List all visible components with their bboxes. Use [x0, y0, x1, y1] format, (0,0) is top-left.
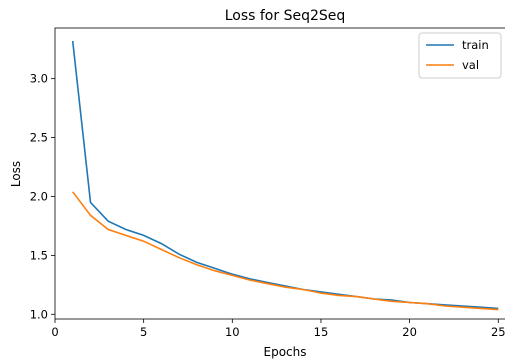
x-tick-label: 15	[314, 325, 329, 339]
legend-label-train: train	[462, 38, 489, 52]
plot-frame	[54, 27, 505, 320]
series-line-train	[71, 40, 499, 310]
y-tick-label: 2.5	[30, 131, 48, 145]
y-tick-label: 1.5	[30, 248, 48, 262]
y-axis-label: Loss	[9, 161, 23, 187]
x-tick-label: 10	[225, 325, 240, 339]
legend-label-val: val	[462, 58, 479, 72]
x-axis: 0 5 10 15 20 25	[51, 319, 505, 339]
series-line-val	[72, 191, 499, 311]
x-tick-label: 20	[402, 325, 417, 339]
legend: train val	[418, 32, 502, 79]
y-tick-label: 2.0	[30, 189, 48, 203]
y-tick-label: 3.0	[30, 72, 48, 86]
y-axis: 1.0 1.5 2.0 2.5 3.0	[30, 72, 55, 321]
plot-area	[71, 40, 499, 311]
x-tick-label: 25	[491, 325, 505, 339]
x-axis-label: Epochs	[264, 345, 307, 359]
chart-title: Loss for Seq2Seq	[225, 8, 346, 24]
y-tick-label: 1.0	[30, 307, 48, 321]
x-tick-label: 5	[140, 325, 147, 339]
x-tick-label: 0	[51, 325, 58, 339]
